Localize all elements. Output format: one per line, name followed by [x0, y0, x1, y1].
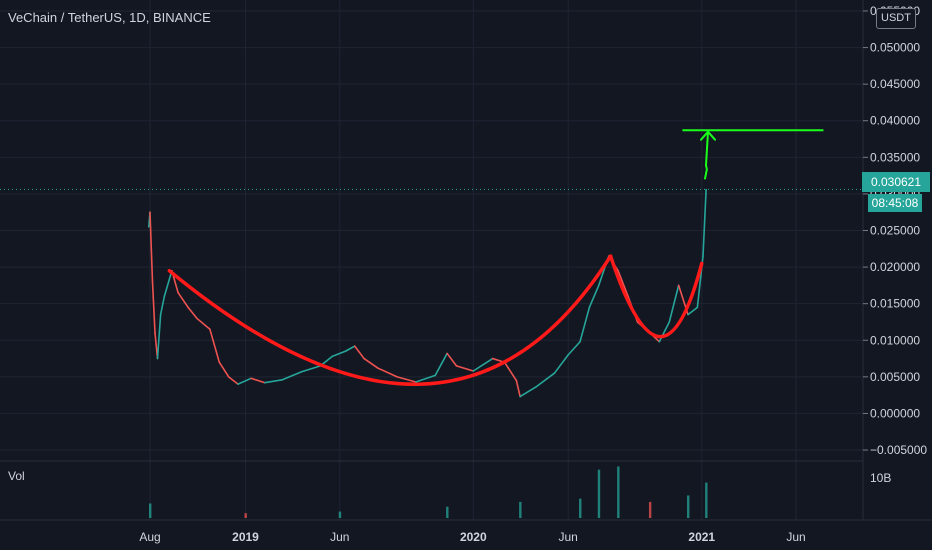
- price-segment: [668, 284, 680, 323]
- price-tick-label: 0.000000: [870, 406, 920, 420]
- time-tick-label: Jun: [786, 530, 805, 544]
- price-tick-label: 0.045000: [870, 77, 920, 91]
- volume-indicator-label[interactable]: Vol: [8, 469, 25, 483]
- price-segment: [446, 352, 458, 367]
- price-tick-label: 0.005000: [870, 370, 920, 384]
- price-segment: [472, 357, 494, 372]
- price-segment: [344, 345, 356, 353]
- price-segment: [209, 328, 221, 364]
- price-segment: [702, 188, 707, 257]
- price-segment: [264, 378, 284, 384]
- price-segment: [227, 376, 239, 385]
- price-tick-label: 0.010000: [870, 333, 920, 347]
- price-segment: [187, 306, 198, 320]
- price-segment: [455, 365, 475, 372]
- price-segment: [377, 367, 398, 378]
- price-tick-label: 0.040000: [870, 114, 920, 128]
- price-segment: [163, 269, 173, 298]
- volume-axis-label: 10B: [870, 471, 891, 485]
- price-tick-label: 0.035000: [870, 150, 920, 164]
- price-segment: [331, 350, 347, 358]
- volume-bar: [446, 506, 449, 518]
- grid: [0, 0, 863, 520]
- price-tick-label: −0.005000: [870, 443, 927, 457]
- time-tick-label: 2019: [232, 530, 259, 544]
- volume-bar: [687, 495, 690, 518]
- time-tick-label: Jun: [330, 530, 349, 544]
- currency-badge[interactable]: USDT: [876, 8, 916, 29]
- symbol-title[interactable]: VeChain / TetherUS, 1D, BINANCE: [8, 10, 211, 25]
- handle-curve[interactable]: [608, 254, 704, 339]
- price-segment: [658, 321, 671, 343]
- price-tick-label: 0.020000: [870, 260, 920, 274]
- price-segment: [281, 370, 303, 381]
- breakout-arrow-head[interactable]: [699, 130, 716, 141]
- price-axis[interactable]: 0.0550000.0500000.0450000.0400000.035000…: [863, 4, 927, 457]
- price-tick-label: 0.025000: [870, 224, 920, 238]
- volume-bar: [244, 513, 247, 518]
- volume-bar: [519, 501, 522, 518]
- price-segment: [519, 386, 537, 398]
- time-axis[interactable]: Aug 2019 Jun 2020 Jun 2021 Jun: [139, 530, 805, 544]
- volume-bars: [149, 466, 708, 518]
- price-segment: [434, 352, 448, 377]
- drawing-annotations[interactable]: [167, 129, 824, 387]
- volume-bar: [579, 498, 582, 518]
- price-segment: [353, 345, 365, 360]
- price-segment: [159, 295, 166, 316]
- price-segment: [363, 357, 379, 369]
- cup-curve[interactable]: [167, 254, 613, 387]
- time-tick-label: Jun: [559, 530, 578, 544]
- price-tick-label: 0.015000: [870, 297, 920, 311]
- time-tick-label: 2021: [688, 530, 715, 544]
- price-segment: [218, 361, 230, 378]
- price-segment: [588, 284, 600, 309]
- price-segment: [151, 280, 156, 334]
- price-segment: [149, 211, 154, 283]
- price-segment: [503, 361, 518, 382]
- volume-bar: [338, 511, 342, 518]
- volume-bar: [705, 482, 708, 518]
- price-segment: [534, 372, 556, 388]
- price-segment: [396, 376, 417, 383]
- price-segment: [156, 313, 162, 360]
- last-price-badge: 0.030621: [862, 172, 930, 192]
- bar-countdown-badge: 08:45:08: [868, 194, 922, 212]
- price-segment: [196, 317, 211, 331]
- price-segment: [300, 365, 322, 373]
- volume-bar: [597, 469, 601, 518]
- time-tick-label: Aug: [139, 530, 160, 544]
- price-tick-label: 0.050000: [870, 41, 920, 55]
- time-tick-label: 2020: [460, 530, 487, 544]
- price-segment: [579, 306, 591, 343]
- price-segment: [415, 374, 437, 383]
- price-segment: [567, 340, 581, 356]
- price-segment: [553, 354, 569, 374]
- price-segment: [250, 377, 266, 384]
- price-segment: [617, 269, 629, 298]
- volume-bar: [149, 503, 152, 518]
- price-segment: [687, 306, 699, 316]
- volume-bar: [617, 466, 620, 518]
- volume-bar: [648, 501, 652, 518]
- price-segment: [515, 379, 521, 398]
- price-segment: [177, 291, 189, 309]
- price-segment: [237, 377, 252, 385]
- price-line: [0, 188, 863, 398]
- breakout-arrow-shaft[interactable]: [703, 131, 709, 180]
